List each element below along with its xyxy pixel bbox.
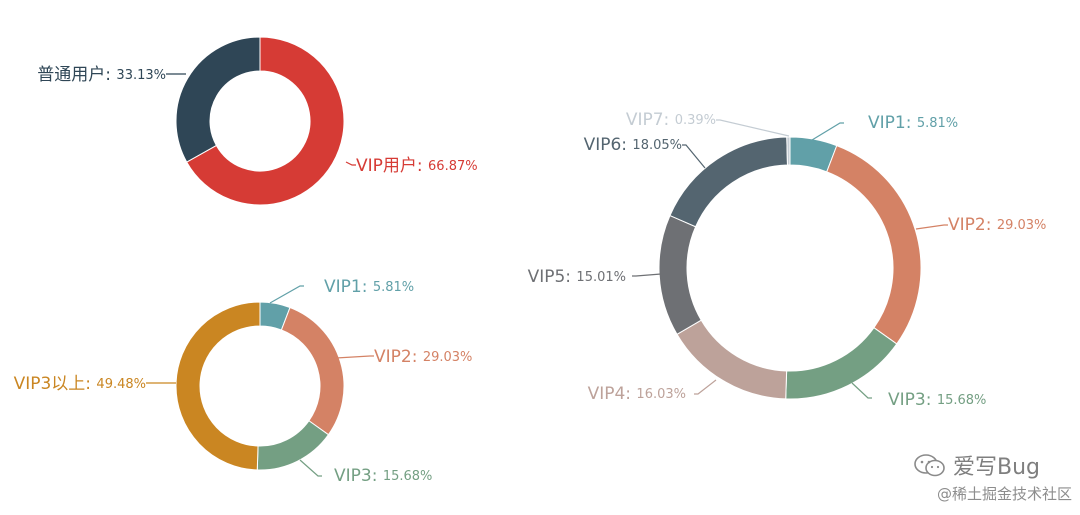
- slice-label: VIP3以上: 49.48%: [14, 374, 146, 394]
- slice-label-value: 5.81%: [373, 280, 414, 295]
- slice-label-name: VIP2:: [374, 347, 423, 367]
- slice-label-value: 16.03%: [636, 387, 686, 402]
- slice-label-name: VIP3:: [334, 466, 383, 486]
- slice-label-value: 29.03%: [423, 350, 473, 365]
- leader-line: [716, 119, 790, 137]
- leader-line: [811, 122, 844, 141]
- leader-line: [632, 273, 662, 277]
- leader-line: [682, 144, 706, 169]
- slice-label: 普通用户: 33.13%: [37, 65, 166, 85]
- pie-slice-VIP3: [785, 327, 898, 400]
- pie-slice-VIP5: [658, 214, 702, 336]
- pie-slice-VIP2: [280, 306, 345, 436]
- donut-chart-2: VIP1: 5.81% VIP2: 29.03% VIP3: 15.68% VIP3以…: [14, 277, 473, 486]
- slice-label-value: 0.39%: [675, 113, 716, 128]
- slice-label-value: 29.03%: [997, 218, 1047, 233]
- slice-label-name: VIP3以上:: [14, 374, 97, 394]
- slice-label: VIP4: 16.03%: [588, 384, 686, 404]
- slice-label-value: 5.81%: [917, 116, 958, 131]
- leader-line: [345, 161, 356, 166]
- slice-label-value: 66.87%: [428, 159, 478, 174]
- slice-label-name: VIP7:: [626, 110, 675, 130]
- pie-slice-普通用户: [175, 36, 261, 163]
- slice-label: VIP1: 5.81%: [324, 277, 414, 297]
- slice-label-value: 15.01%: [576, 270, 626, 285]
- slice-label-value: 15.68%: [937, 393, 987, 408]
- slice-label-name: 普通用户:: [37, 65, 116, 85]
- slice-label-name: VIP5:: [528, 267, 577, 287]
- slice-label-name: VIP2:: [948, 215, 997, 235]
- pie-slice-VIP3以上: [175, 301, 261, 471]
- watermark-source: @稀土掘金技术社区: [936, 485, 1072, 503]
- donut-chart-1: VIP用户: 66.87% 普通用户: 33.13%: [37, 36, 478, 206]
- pie-slice-VIP4: [676, 319, 788, 400]
- slice-label-value: 49.48%: [96, 377, 146, 392]
- slice-label: VIP7: 0.39%: [626, 110, 716, 130]
- watermark: 爱写Bug @稀土掘金技术社区: [884, 449, 1074, 509]
- pie-slice-VIP2: [826, 144, 922, 345]
- leader-line: [269, 285, 304, 304]
- slice-label-name: VIP6:: [584, 135, 633, 155]
- leader-line: [335, 355, 374, 359]
- slice-label-name: VIP用户:: [356, 156, 428, 176]
- slice-label: VIP2: 29.03%: [374, 347, 472, 367]
- slice-label: VIP2: 29.03%: [948, 215, 1046, 235]
- slice-label-value: 15.68%: [383, 469, 433, 484]
- pie-slice-VIP3: [256, 420, 330, 471]
- leader-line: [299, 459, 322, 477]
- slice-label-value: 18.05%: [632, 138, 682, 153]
- slice-label: VIP用户: 66.87%: [356, 156, 478, 176]
- donut-chart-3: VIP1: 5.81% VIP2: 29.03% VIP3: 15.68% VIP4:…: [528, 110, 1047, 410]
- slice-label: VIP3: 15.68%: [888, 390, 986, 410]
- pie-slice-VIP用户: [186, 36, 345, 206]
- slice-label-name: VIP4:: [588, 384, 637, 404]
- pie-slice-VIP6: [669, 136, 788, 228]
- slice-label: VIP3: 15.68%: [334, 466, 432, 486]
- slice-label-name: VIP1:: [324, 277, 373, 297]
- leader-line: [851, 382, 872, 399]
- slice-label-value: 33.13%: [116, 68, 166, 83]
- wechat-icon: [914, 454, 945, 477]
- slice-label: VIP1: 5.81%: [868, 113, 958, 133]
- watermark-title: 爱写Bug: [952, 455, 1040, 480]
- slice-label-name: VIP1:: [868, 113, 917, 133]
- slice-label-name: VIP3:: [888, 390, 937, 410]
- leader-line: [694, 379, 717, 395]
- leader-line: [915, 224, 948, 230]
- slice-label: VIP5: 15.01%: [528, 267, 626, 287]
- slice-label: VIP6: 18.05%: [584, 135, 682, 155]
- pie-slice-VIP7: [786, 136, 791, 166]
